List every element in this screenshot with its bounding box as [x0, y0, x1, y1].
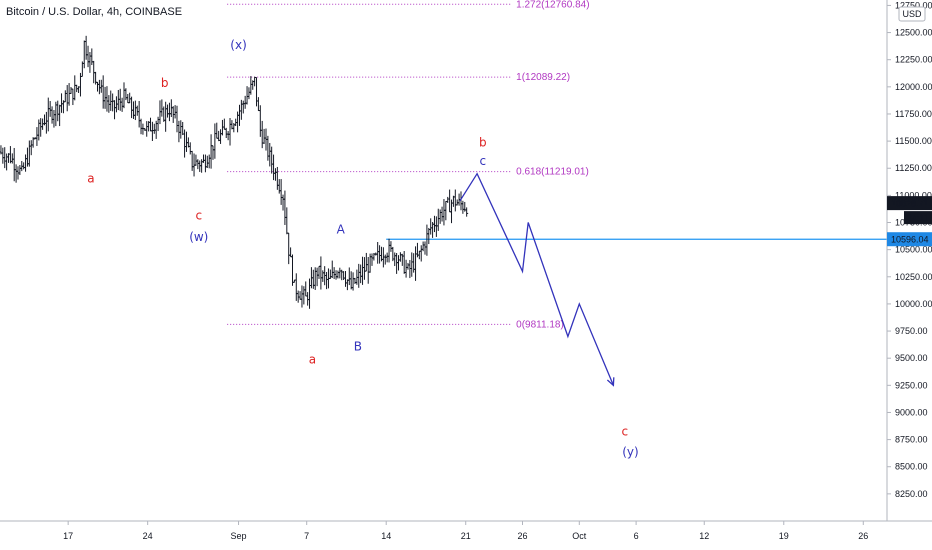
wave-label: (x) [230, 38, 246, 52]
wave-label: b [479, 136, 487, 150]
y-tick-label: 12000.00 [895, 82, 932, 92]
projection-arrowhead [606, 377, 615, 387]
y-tick-label: 8750.00 [895, 435, 928, 445]
last-price-label: 10928.71 [891, 199, 929, 209]
y-tick-label: 10000.00 [895, 299, 932, 309]
y-tick-label: 11250.00 [895, 163, 932, 173]
x-tick-label: Sep [231, 531, 247, 541]
support-price-label: 10596.04 [891, 235, 929, 245]
wave-label: a [309, 353, 316, 367]
wave-label: c [621, 424, 628, 438]
x-tick-label: 26 [518, 531, 528, 541]
y-tick-label: 11500.00 [895, 136, 932, 146]
x-tick-label: 24 [143, 531, 153, 541]
x-tick-label: 26 [858, 531, 868, 541]
y-tick-label: 10500.00 [895, 245, 932, 255]
chart-title: Bitcoin / U.S. Dollar, 4h, COINBASE [6, 6, 183, 18]
x-tick-label: 7 [304, 531, 309, 541]
x-tick-label: 21 [461, 531, 471, 541]
countdown-label: 34:11 [907, 213, 929, 223]
wave-label: b [161, 76, 169, 90]
wave-label: (y) [622, 445, 638, 459]
wave-label: (w) [189, 230, 208, 244]
fib-level-label: 0.618(11219.01) [516, 167, 589, 178]
y-tick-label: 9750.00 [895, 326, 928, 336]
fib-level-label: 1.272(12760.84) [516, 0, 589, 10]
y-tick-label: 11750.00 [895, 109, 932, 119]
last-price-tag [887, 196, 932, 211]
x-tick-label: 12 [699, 531, 709, 541]
y-tick-label: 12750.00 [895, 0, 932, 10]
wave-label: A [337, 222, 346, 236]
x-tick-label: 6 [634, 531, 639, 541]
wave-label: c [479, 154, 486, 168]
projection-path [459, 172, 614, 386]
currency-badge [898, 6, 926, 22]
wave-label: a [87, 171, 94, 185]
candles-layer [0, 35, 469, 309]
currency-label: USD [902, 9, 922, 19]
x-tick-label: 17 [63, 531, 73, 541]
countdown-tag [904, 211, 932, 225]
wave-label: B [354, 340, 362, 354]
x-tick-label: 19 [779, 531, 789, 541]
y-tick-label: 10250.00 [895, 272, 932, 282]
y-tick-label: 12250.00 [895, 55, 932, 65]
fib-level-label: 1(12089.22) [516, 72, 570, 83]
y-tick-label: 8500.00 [895, 462, 928, 472]
fib-layer: 1.272(12760.84) 1(12089.22) 0.618(11219.01… [227, 0, 887, 330]
fib-level-label: 0(9811.18) [516, 319, 564, 330]
x-tick-label: 14 [381, 531, 391, 541]
y-tick-label: 9000.00 [895, 407, 928, 417]
y-tick-label: 9500.00 [895, 353, 928, 363]
support-price-tag [887, 232, 932, 247]
y-tick-label: 12500.00 [895, 28, 932, 38]
y-tick-label: 9250.00 [895, 380, 928, 390]
x-tick-label: Oct [572, 531, 587, 541]
wave-label: c [195, 208, 202, 222]
projection-layer [459, 172, 615, 387]
y-tick-label: 8250.00 [895, 489, 928, 499]
y-tick-label: 11000.00 [895, 190, 932, 200]
